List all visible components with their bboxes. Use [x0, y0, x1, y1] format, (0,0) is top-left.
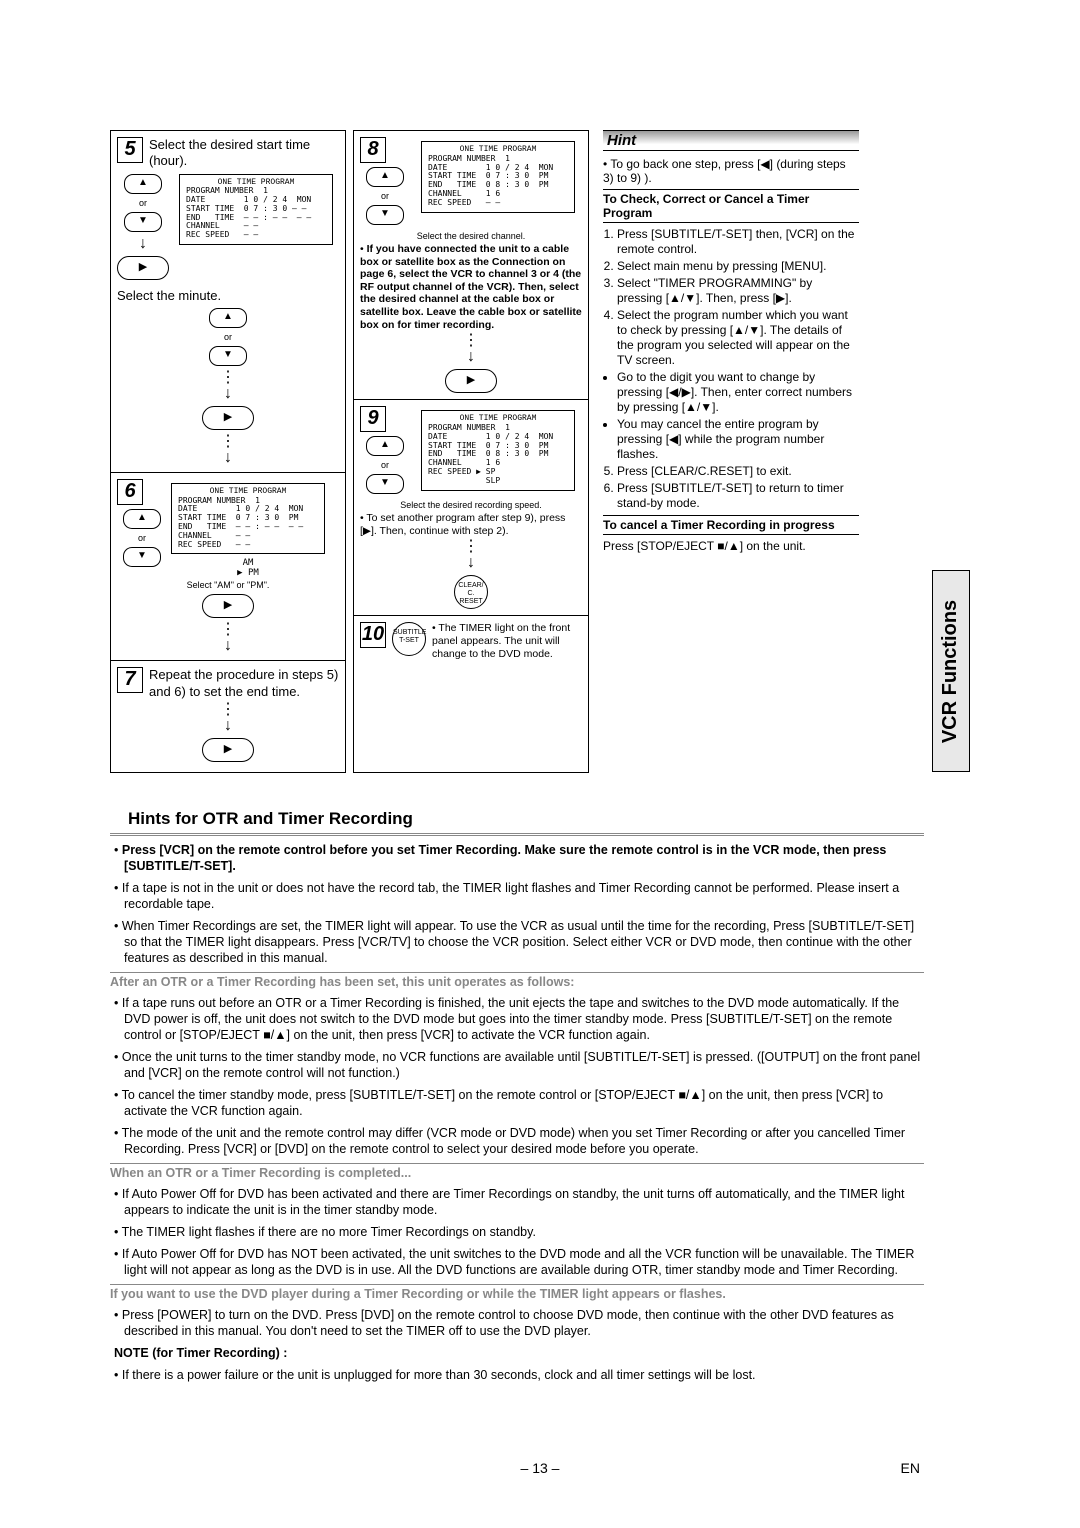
hint-list-item: Select "TIMER PROGRAMMING" by pressing [… — [617, 276, 859, 306]
flow-arrow-icon: ⋮↓ — [360, 333, 582, 365]
or-label: or — [360, 460, 410, 470]
hints-otr-block: Hints for OTR and Timer Recording • Pres… — [110, 809, 924, 1383]
otr-para: • If a tape is not in the unit or does n… — [110, 880, 924, 912]
hint-list: Press [SUBTITLE/T-SET] then, [VCR] on th… — [603, 227, 859, 368]
side-tab: VCR Functions — [932, 570, 970, 772]
play-button[interactable]: ▶ — [117, 256, 169, 280]
otr-para: • The mode of the unit and the remote co… — [110, 1125, 924, 1157]
step-5-text: Select the desired start time (hour). — [149, 137, 339, 170]
flow-arrow-icon: ⋮↓ — [117, 434, 339, 466]
col-steps-left: 5 Select the desired start time (hour). … — [110, 130, 346, 773]
step9-caption: Select the desired recording speed. — [360, 500, 582, 510]
hint-sub1: To Check, Correct or Cancel a Timer Prog… — [603, 189, 859, 223]
col-steps-mid: 8 ▲ or ▼ ONE TIME PROGRAM PROGRAM NUMBER… — [353, 130, 589, 773]
hint-bullets2: Go to the digit you want to change by pr… — [603, 370, 859, 462]
step8-note: • If you have connected the unit to a ca… — [360, 243, 582, 331]
step-8-num: 8 — [360, 137, 386, 163]
down-button[interactable]: ▼ — [366, 205, 404, 225]
or-label: or — [117, 332, 339, 342]
or-label: or — [360, 191, 410, 201]
up-button[interactable]: ▲ — [123, 509, 161, 529]
hint-list-item: Press [CLEAR/C.RESET] to exit. — [617, 464, 859, 479]
up-button[interactable]: ▲ — [366, 167, 404, 187]
select-minute-label: Select the minute. — [117, 288, 339, 304]
step-7-num: 7 — [117, 667, 143, 693]
hint-list-item: Select the program number which you want… — [617, 308, 859, 368]
otr-section-head: After an OTR or a Timer Recording has be… — [110, 972, 924, 989]
hint-list-item: Press [SUBTITLE/T-SET] then, [VCR] on th… — [617, 227, 859, 257]
step-10-num: 10 — [360, 622, 386, 648]
hints-otr-title: Hints for OTR and Timer Recording — [110, 809, 924, 836]
osd-body: PROGRAM NUMBER 1 DATE 1 0 / 2 4 MON STAR… — [428, 155, 568, 208]
otr-section-head: When an OTR or a Timer Recording is comp… — [110, 1163, 924, 1180]
lang-mark: EN — [901, 1460, 920, 1476]
hint-title: Hint — [603, 130, 859, 151]
page-number: – 13 – — [521, 1460, 560, 1476]
play-button[interactable]: ▶ — [202, 594, 254, 618]
flow-arrow-icon: ⋮↓ — [360, 539, 582, 571]
osd-body: PROGRAM NUMBER 1 DATE 1 0 / 2 4 MON STAR… — [428, 424, 568, 486]
subtitle-tset-button[interactable]: SUBTITLE T-SET — [392, 622, 426, 656]
step-9-num: 9 — [360, 406, 386, 432]
down-button[interactable]: ▼ — [209, 346, 247, 366]
hint-column: Hint • To go back one step, press [◀] (d… — [597, 130, 859, 773]
clear-reset-button[interactable]: CLEAR/ C. RESET — [454, 575, 488, 609]
hint-list-cont: Press [CLEAR/C.RESET] to exit. Press [SU… — [603, 464, 859, 511]
osd-step8: ONE TIME PROGRAM PROGRAM NUMBER 1 DATE 1… — [421, 141, 575, 213]
hint-final: Press [STOP/EJECT ■/▲] on the unit. — [603, 539, 859, 553]
hint-list-item: Go to the digit you want to change by pr… — [617, 370, 859, 415]
osd-body: PROGRAM NUMBER 1 DATE 1 0 / 2 4 MON STAR… — [178, 497, 318, 550]
step-6-num: 6 — [117, 479, 143, 505]
otr-para: • The TIMER light flashes if there are n… — [110, 1224, 924, 1240]
down-button[interactable]: ▼ — [124, 212, 162, 232]
flow-arrow-icon: ⋮↓ — [117, 370, 339, 402]
osd-step5: ONE TIME PROGRAM PROGRAM NUMBER 1 DATE 1… — [179, 174, 333, 246]
otr-note-label: NOTE (for Timer Recording) : — [110, 1345, 924, 1361]
play-button[interactable]: ▶ — [202, 738, 254, 762]
hint-bullet: • To go back one step, press [◀] (during… — [603, 157, 859, 185]
up-button[interactable]: ▲ — [209, 308, 247, 328]
or-label: or — [117, 533, 167, 543]
flow-arrow-icon: ↓ — [117, 236, 169, 252]
down-button[interactable]: ▼ — [123, 547, 161, 567]
hint-list-item: Press [SUBTITLE/T-SET] to return to time… — [617, 481, 859, 511]
step6-caption: Select "AM" or "PM". — [117, 580, 339, 590]
flow-arrow-icon: ⋮↓ — [117, 622, 339, 654]
ampm-indicator: AM ▶ PM — [171, 558, 325, 578]
otr-para: • If a tape runs out before an OTR or a … — [110, 995, 924, 1043]
hint-list-item: Select main menu by pressing [MENU]. — [617, 259, 859, 274]
hint-sub2: To cancel a Timer Recording in progress — [603, 515, 859, 535]
otr-para: • Press [VCR] on the remote control befo… — [110, 842, 924, 874]
up-button[interactable]: ▲ — [124, 174, 162, 194]
osd-step9: ONE TIME PROGRAM PROGRAM NUMBER 1 DATE 1… — [421, 410, 575, 490]
step-5-num: 5 — [117, 137, 143, 163]
otr-para: • To cancel the timer standby mode, pres… — [110, 1087, 924, 1119]
step10-note: • The TIMER light on the front panel app… — [432, 622, 582, 660]
play-button[interactable]: ▶ — [202, 406, 254, 430]
otr-para: • When Timer Recordings are set, the TIM… — [110, 918, 924, 966]
osd-step6: ONE TIME PROGRAM PROGRAM NUMBER 1 DATE 1… — [171, 483, 325, 555]
or-label: or — [117, 198, 169, 208]
osd-body: PROGRAM NUMBER 1 DATE 1 0 / 2 4 MON STAR… — [186, 187, 326, 240]
otr-para: • Once the unit turns to the timer stand… — [110, 1049, 924, 1081]
step-7-text: Repeat the procedure in steps 5) and 6) … — [149, 667, 339, 700]
side-tab-label: VCR Functions — [940, 599, 963, 742]
play-button[interactable]: ▶ — [445, 369, 497, 393]
down-button[interactable]: ▼ — [366, 474, 404, 494]
otr-para: • If Auto Power Off for DVD has NOT been… — [110, 1246, 924, 1278]
step8-caption: Select the desired channel. — [360, 231, 582, 241]
flow-arrow-icon: ⋮↓ — [117, 702, 339, 734]
step9-note: • To set another program after step 9), … — [360, 512, 582, 537]
hint-list-item: You may cancel the entire program by pre… — [617, 417, 859, 462]
otr-para: • If Auto Power Off for DVD has been act… — [110, 1186, 924, 1218]
otr-para: • If there is a power failure or the uni… — [110, 1367, 924, 1383]
up-button[interactable]: ▲ — [366, 436, 404, 456]
otr-section-head: If you want to use the DVD player during… — [110, 1284, 924, 1301]
otr-para: • Press [POWER] to turn on the DVD. Pres… — [110, 1307, 924, 1339]
